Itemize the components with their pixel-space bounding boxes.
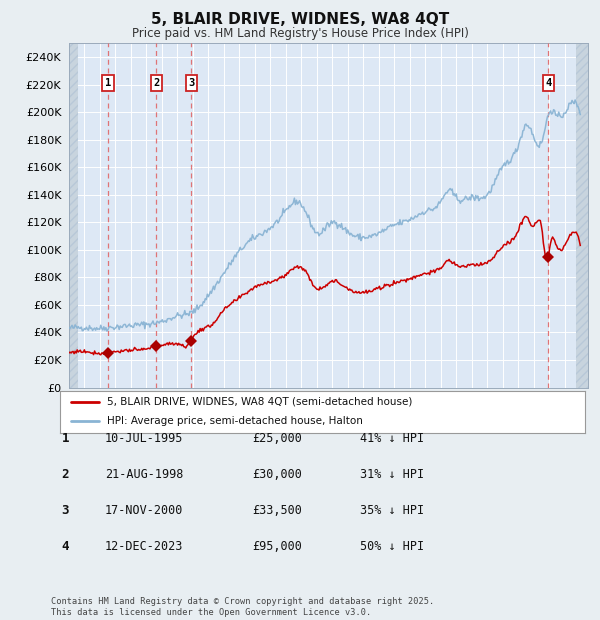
Text: 50% ↓ HPI: 50% ↓ HPI bbox=[360, 541, 424, 553]
Text: 1: 1 bbox=[105, 78, 111, 88]
Text: 1: 1 bbox=[62, 433, 69, 445]
Text: 31% ↓ HPI: 31% ↓ HPI bbox=[360, 469, 424, 481]
Text: 5, BLAIR DRIVE, WIDNES, WA8 4QT (semi-detached house): 5, BLAIR DRIVE, WIDNES, WA8 4QT (semi-de… bbox=[107, 397, 413, 407]
Text: 2: 2 bbox=[153, 78, 160, 88]
Text: 3: 3 bbox=[188, 78, 194, 88]
Text: 4: 4 bbox=[545, 78, 551, 88]
Text: £33,500: £33,500 bbox=[252, 505, 302, 517]
Text: 4: 4 bbox=[62, 541, 69, 553]
Text: Contains HM Land Registry data © Crown copyright and database right 2025.
This d: Contains HM Land Registry data © Crown c… bbox=[51, 598, 434, 617]
Text: 10-JUL-1995: 10-JUL-1995 bbox=[105, 433, 184, 445]
Text: 17-NOV-2000: 17-NOV-2000 bbox=[105, 505, 184, 517]
Text: 12-DEC-2023: 12-DEC-2023 bbox=[105, 541, 184, 553]
Text: HPI: Average price, semi-detached house, Halton: HPI: Average price, semi-detached house,… bbox=[107, 417, 363, 427]
Text: 21-AUG-1998: 21-AUG-1998 bbox=[105, 469, 184, 481]
Text: £95,000: £95,000 bbox=[252, 541, 302, 553]
Bar bbox=[575, 43, 588, 388]
Text: 41% ↓ HPI: 41% ↓ HPI bbox=[360, 433, 424, 445]
Bar bbox=[69, 43, 77, 388]
Text: 3: 3 bbox=[62, 505, 69, 517]
Text: Price paid vs. HM Land Registry's House Price Index (HPI): Price paid vs. HM Land Registry's House … bbox=[131, 27, 469, 40]
Text: 5, BLAIR DRIVE, WIDNES, WA8 4QT: 5, BLAIR DRIVE, WIDNES, WA8 4QT bbox=[151, 12, 449, 27]
Text: £25,000: £25,000 bbox=[252, 433, 302, 445]
Text: 35% ↓ HPI: 35% ↓ HPI bbox=[360, 505, 424, 517]
Text: £30,000: £30,000 bbox=[252, 469, 302, 481]
Text: 2: 2 bbox=[62, 469, 69, 481]
